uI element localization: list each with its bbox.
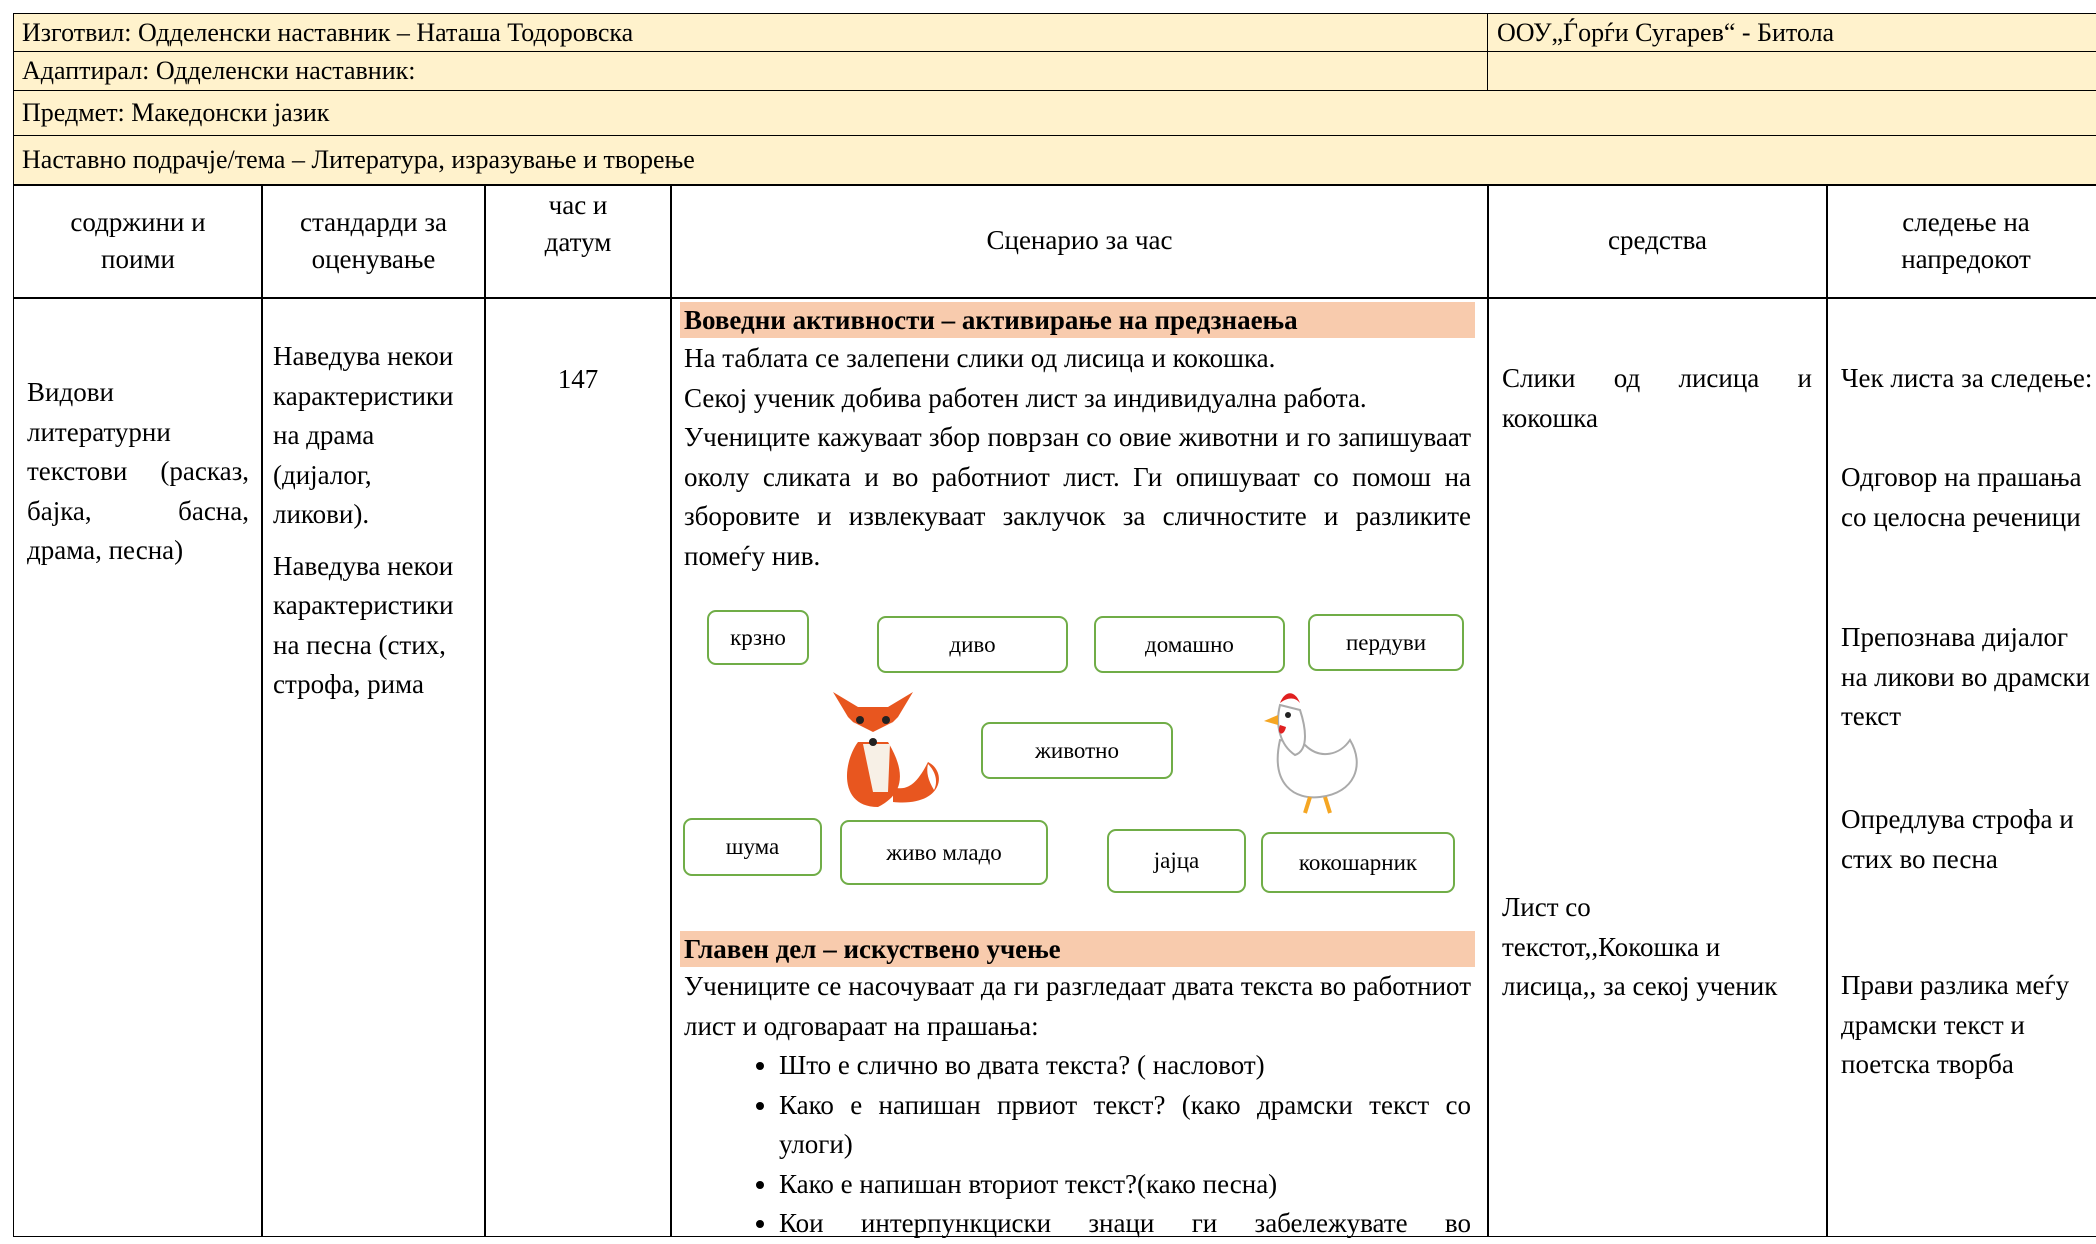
- cell: [1826, 297, 2096, 1237]
- word-box: диво: [877, 616, 1068, 673]
- tracking: Чек листа за следење:: [1841, 363, 2093, 393]
- question: Како е напишан првиот текст? (како драмс…: [779, 1086, 1471, 1165]
- fox-picture: [833, 692, 939, 807]
- cell: [1487, 297, 1828, 1237]
- section-heading: Воведни активности – активирање на предз…: [680, 302, 1475, 338]
- column-header: Сценарио за час: [986, 225, 1173, 255]
- cell: [13, 90, 2096, 137]
- tracking: Опредлува строфа и стих во песна: [1841, 804, 2074, 874]
- school: ООУ„Ѓорѓи Сугарев“ - Битола: [1497, 18, 1835, 47]
- cell: [1487, 51, 2096, 92]
- tracking: Одговор на прашања со целосна реченици: [1841, 462, 2082, 532]
- column-header: содржини и поими: [70, 206, 206, 274]
- column-header: час и датум: [544, 190, 612, 257]
- word-box: шума: [683, 818, 822, 876]
- cell: [670, 184, 1489, 299]
- hen-picture: [1264, 693, 1358, 814]
- column-header: средства: [1607, 225, 1707, 255]
- cell: [1826, 184, 2096, 299]
- subject: Предмет: Македонски јазик: [22, 98, 330, 127]
- question: Што е слично во двата текста? ( насловот…: [779, 1046, 1471, 1086]
- column-header: следење на напредокот: [1901, 206, 2031, 274]
- tracking: Прави разлика меѓу драмски текст и поетс…: [1841, 970, 2070, 1079]
- word-box: кокошарник: [1261, 832, 1455, 893]
- intro: На таблата се залепени слики од лисица и…: [684, 339, 1471, 576]
- paragraph: Учениците кажуваат збор поврзан со овие …: [684, 422, 1471, 571]
- section-heading: Главен дел – искуствено учење: [680, 931, 1475, 967]
- resource: Слики од лисица и кокошка: [1502, 363, 1812, 433]
- cell: [13, 51, 1489, 92]
- column-header: стандарди за оценување: [300, 206, 447, 274]
- questions: Што е слично во двата текста? ( насловот…: [684, 1046, 1471, 1244]
- word-box: крзно: [707, 610, 809, 665]
- hour: 147: [557, 364, 599, 394]
- question: Кои интерпункциски знаци ги забележувате…: [779, 1204, 1471, 1244]
- paragraph: Учениците се насочуваат да ги разгледаат…: [684, 971, 1471, 1041]
- word-box: животно: [981, 722, 1173, 779]
- content: Видови литературни текстови (расказ, бај…: [27, 377, 249, 565]
- topic: Наставно подрачје/тема – Литература, изр…: [22, 145, 695, 174]
- cell: [484, 184, 672, 299]
- paragraph: На таблата се залепени слики од лисица и…: [684, 343, 1276, 373]
- main: Учениците се насочуваат да ги разгледаат…: [684, 967, 1471, 1244]
- adapted: Адаптирал: Одделенски наставник:: [22, 56, 416, 85]
- cell: [484, 297, 672, 1237]
- question: Како е напишан вториот текст?(како песна…: [779, 1165, 1471, 1205]
- word-box: јајца: [1107, 829, 1246, 893]
- cell: [13, 13, 1489, 53]
- cell: [13, 184, 263, 299]
- standard: Наведува некои карактеристики на песна (…: [273, 550, 454, 700]
- cell: [1487, 13, 2096, 53]
- paragraph: Секој ученик добива работен лист за инди…: [684, 382, 1367, 413]
- standard: Наведува некои карактеристики на драма (…: [273, 341, 454, 529]
- cell: [261, 184, 486, 299]
- word-box: пердуви: [1308, 614, 1464, 671]
- author: Изготвил: Одделенски наставник – Наташа …: [22, 18, 634, 47]
- cell: [13, 135, 2096, 186]
- standards: Наведува некои карактеристики на драма (…: [273, 337, 473, 705]
- resource: Лист со текстот,,Кокошка и лисица,, за с…: [1502, 892, 1778, 1001]
- word-box: живо младо: [840, 820, 1048, 885]
- word-box: домашно: [1094, 616, 1285, 673]
- cell: [1487, 184, 1828, 299]
- tracking: Препознава дијалог на ликови во драмски …: [1841, 622, 2090, 731]
